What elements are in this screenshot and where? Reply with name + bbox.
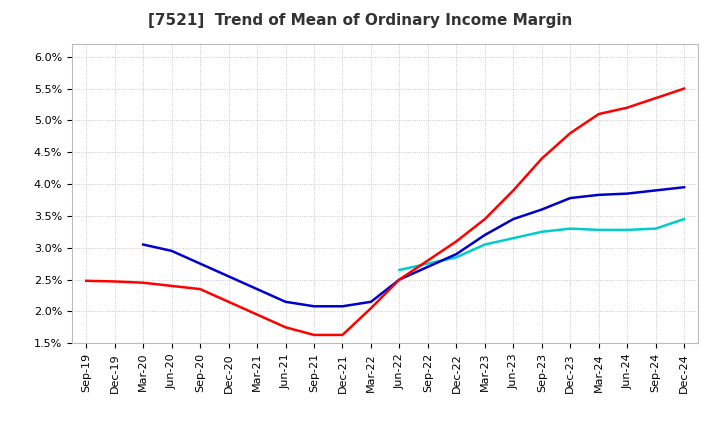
Text: [7521]  Trend of Mean of Ordinary Income Margin: [7521] Trend of Mean of Ordinary Income …: [148, 13, 572, 28]
